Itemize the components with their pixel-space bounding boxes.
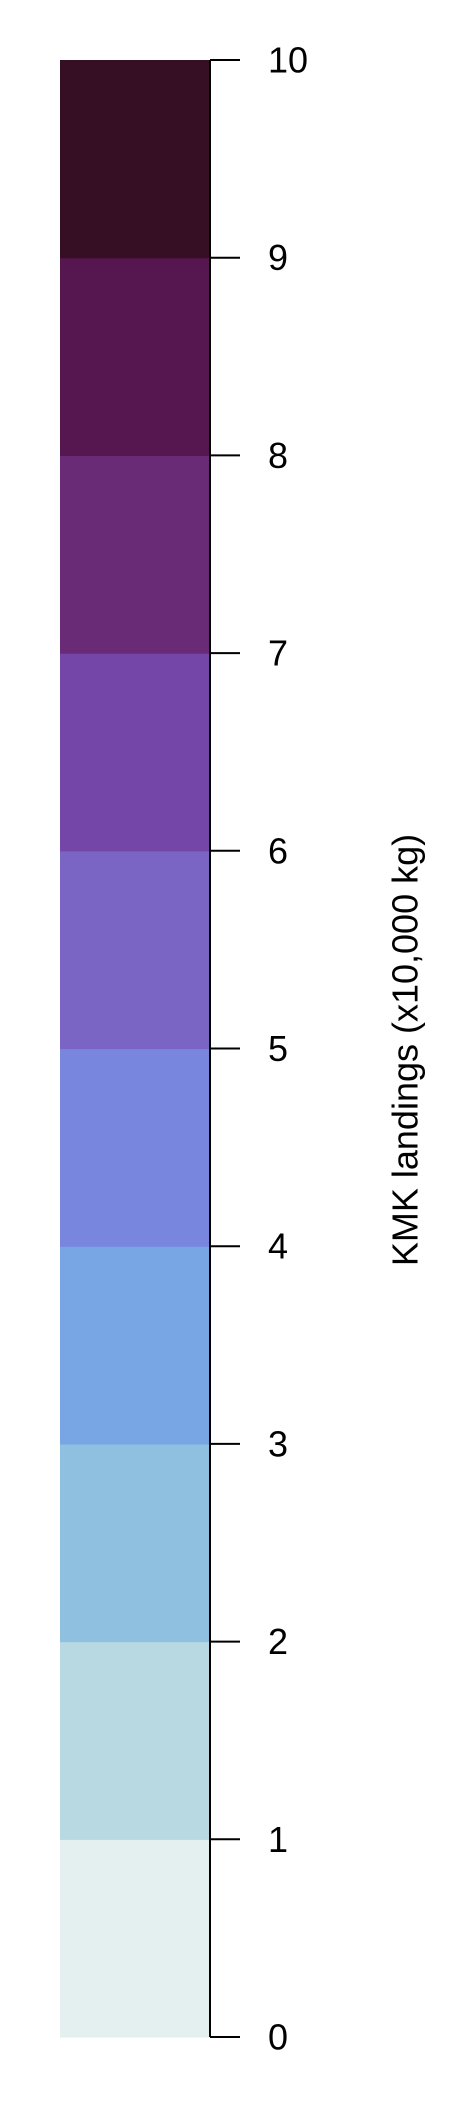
tick-label-10: 10 <box>268 40 308 81</box>
tick-label-9: 9 <box>268 237 288 278</box>
color-bin-0-1 <box>60 1839 210 2038</box>
tick-label-1: 1 <box>268 1819 288 1860</box>
tick-label-4: 4 <box>268 1226 288 1267</box>
color-bins <box>60 60 210 2038</box>
color-bin-9-10 <box>60 60 210 259</box>
tick-label-6: 6 <box>268 830 288 871</box>
tick-label-2: 2 <box>268 1621 288 1662</box>
color-bin-2-3 <box>60 1443 210 1643</box>
color-bin-8-9 <box>60 257 210 456</box>
tick-label-8: 8 <box>268 435 288 476</box>
axis-label: KMK landings (x10,000 kg) <box>385 834 426 1266</box>
color-bin-4-5 <box>60 1048 210 1247</box>
tick-marks: 0 1 2 3 4 5 6 7 8 9 10 <box>210 40 308 2058</box>
tick-label-3: 3 <box>268 1423 288 1464</box>
color-bin-3-4 <box>60 1246 210 1445</box>
color-bin-1-2 <box>60 1641 210 1840</box>
color-bin-7-8 <box>60 455 210 654</box>
color-bin-5-6 <box>60 850 210 1050</box>
tick-label-0: 0 <box>268 2017 288 2058</box>
tick-label-7: 7 <box>268 633 288 674</box>
tick-label-5: 5 <box>268 1028 288 1069</box>
color-bin-6-7 <box>60 653 210 852</box>
